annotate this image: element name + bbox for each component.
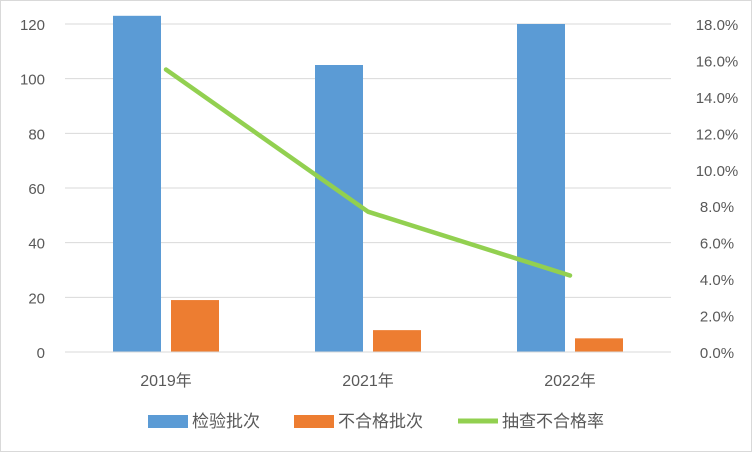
bar-unqualified: [171, 300, 219, 352]
x-tick-label: 2022年: [544, 372, 596, 390]
y-right-tick-label: 8.0%: [700, 199, 734, 216]
y-right-tick-label: 4.0%: [700, 272, 734, 289]
x-tick-label: 2021年: [342, 372, 394, 390]
rate-line: [166, 70, 570, 276]
legend-label: 检验批次: [192, 412, 260, 431]
bar-inspection: [315, 65, 363, 352]
bar-inspection: [113, 16, 161, 352]
legend-label: 抽查不合格率: [502, 412, 604, 431]
y-left-tick-label: 100: [20, 72, 45, 89]
bar-unqualified: [373, 330, 421, 352]
y-left-tick-label: 80: [28, 126, 45, 143]
y-right-tick-label: 16.0%: [696, 53, 739, 70]
y-left-tick-label: 20: [28, 290, 45, 307]
y-right-tick-label: 18.0%: [696, 17, 739, 34]
y-left-tick-label: 60: [28, 181, 45, 198]
y-right-tick-label: 14.0%: [696, 90, 739, 107]
legend-swatch: [294, 415, 334, 428]
bars: [113, 16, 623, 352]
x-tick-label: 2019年: [140, 372, 192, 390]
bar-unqualified: [575, 338, 623, 352]
legend: 检验批次 不合格批次 抽查不合格率: [148, 412, 604, 431]
y-right-tick-label: 2.0%: [700, 309, 734, 326]
legend-swatch: [148, 415, 188, 428]
bar-inspection: [517, 24, 565, 352]
y-left-tick-label: 120: [20, 17, 45, 34]
y-right-tick-label: 6.0%: [700, 236, 734, 253]
y-left-tick-label: 0: [37, 345, 45, 362]
y-right-tick-label: 0.0%: [700, 345, 734, 362]
legend-label: 不合格批次: [338, 412, 423, 431]
y-left-tick-label: 40: [28, 236, 45, 253]
y-right-tick-label: 10.0%: [696, 163, 739, 180]
y-right-tick-label: 12.0%: [696, 126, 739, 143]
line-series: [166, 69, 570, 275]
